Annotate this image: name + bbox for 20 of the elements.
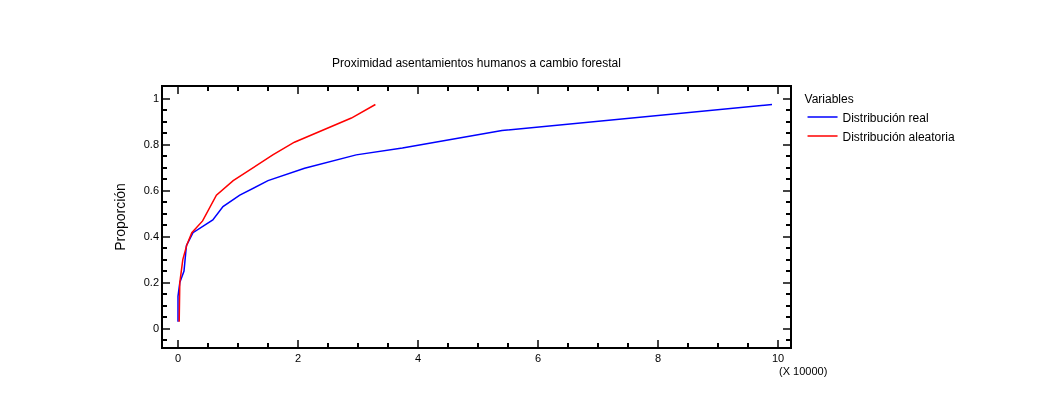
x-tick-label: 0 — [174, 351, 182, 364]
chart-title: Proximidad asentamientos humanos a cambio forestal — [332, 55, 621, 70]
line-series — [177, 103, 773, 323]
x-tick-label: 4 — [414, 351, 422, 364]
x-tick-label: 8 — [654, 351, 662, 364]
line-series — [178, 103, 377, 323]
legend-title: Variables — [804, 91, 854, 106]
y-tick-label: 0.8 — [143, 138, 160, 151]
y-axis-title: Proporción — [111, 183, 128, 251]
y-tick-label: 1 — [152, 92, 160, 105]
x-tick-label: 6 — [534, 351, 542, 364]
x-tick-label: 2 — [294, 351, 302, 364]
y-tick-label: 0 — [152, 322, 160, 335]
legend-label: Distribución real — [842, 110, 929, 125]
y-tick-label: 0.2 — [143, 276, 160, 289]
legend-label: Distribución aleatoria — [842, 129, 955, 144]
text: (X 10000) — [779, 365, 828, 377]
y-tick-label: 0.6 — [143, 184, 160, 197]
x-tick-label: 10 — [771, 351, 785, 364]
y-tick-label: 0.4 — [143, 230, 160, 243]
